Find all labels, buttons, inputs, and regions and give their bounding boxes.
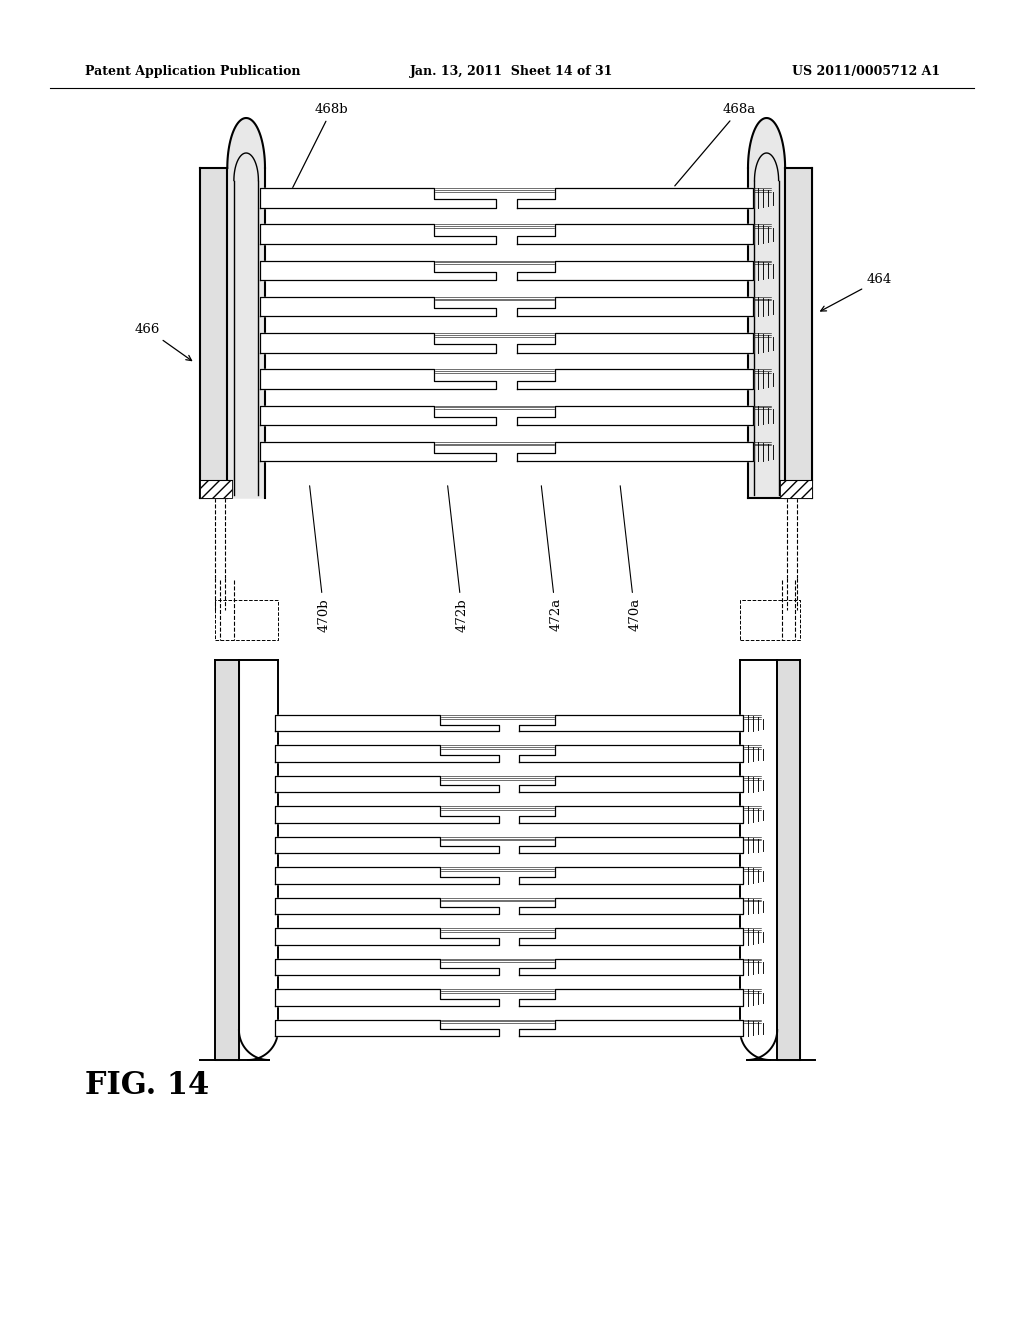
Polygon shape [227, 117, 265, 498]
Text: Jan. 13, 2011  Sheet 14 of 31: Jan. 13, 2011 Sheet 14 of 31 [411, 65, 613, 78]
Polygon shape [519, 715, 743, 731]
Polygon shape [780, 480, 812, 498]
Text: 472a: 472a [542, 486, 562, 631]
Text: 464: 464 [820, 273, 892, 312]
Polygon shape [785, 168, 812, 498]
Polygon shape [517, 297, 753, 317]
Polygon shape [215, 660, 239, 1060]
Polygon shape [260, 442, 497, 462]
Polygon shape [275, 867, 499, 883]
Polygon shape [517, 405, 753, 425]
Polygon shape [260, 333, 497, 352]
Polygon shape [517, 260, 753, 280]
Polygon shape [275, 807, 499, 822]
Polygon shape [260, 224, 497, 244]
Polygon shape [517, 224, 753, 244]
Polygon shape [260, 297, 497, 317]
Polygon shape [275, 898, 499, 915]
Polygon shape [517, 370, 753, 389]
Text: 472b: 472b [447, 486, 469, 632]
Polygon shape [275, 958, 499, 975]
Polygon shape [519, 746, 743, 762]
Polygon shape [777, 660, 800, 1060]
Polygon shape [517, 442, 753, 462]
Text: 468b: 468b [291, 103, 348, 190]
Polygon shape [200, 168, 227, 498]
Text: 466: 466 [135, 323, 191, 360]
Polygon shape [275, 928, 499, 945]
Text: Patent Application Publication: Patent Application Publication [85, 65, 300, 78]
Polygon shape [275, 1019, 499, 1036]
Polygon shape [260, 405, 497, 425]
Polygon shape [519, 807, 743, 822]
Text: 468a: 468a [675, 103, 757, 186]
Polygon shape [275, 715, 499, 731]
Polygon shape [260, 260, 497, 280]
Polygon shape [275, 746, 499, 762]
Polygon shape [519, 837, 743, 853]
Polygon shape [519, 776, 743, 792]
Text: 470a: 470a [621, 486, 641, 631]
Polygon shape [275, 989, 499, 1006]
Polygon shape [519, 898, 743, 915]
Polygon shape [519, 1019, 743, 1036]
Polygon shape [519, 867, 743, 883]
Polygon shape [275, 837, 499, 853]
Polygon shape [260, 187, 497, 207]
Polygon shape [200, 480, 232, 498]
Polygon shape [519, 989, 743, 1006]
Text: FIG. 14: FIG. 14 [85, 1071, 209, 1101]
Polygon shape [517, 187, 753, 207]
Polygon shape [519, 928, 743, 945]
Polygon shape [275, 776, 499, 792]
Polygon shape [748, 117, 785, 498]
Text: 470b: 470b [309, 486, 331, 632]
Polygon shape [519, 958, 743, 975]
Polygon shape [517, 333, 753, 352]
Polygon shape [260, 370, 497, 389]
Text: US 2011/0005712 A1: US 2011/0005712 A1 [792, 65, 940, 78]
